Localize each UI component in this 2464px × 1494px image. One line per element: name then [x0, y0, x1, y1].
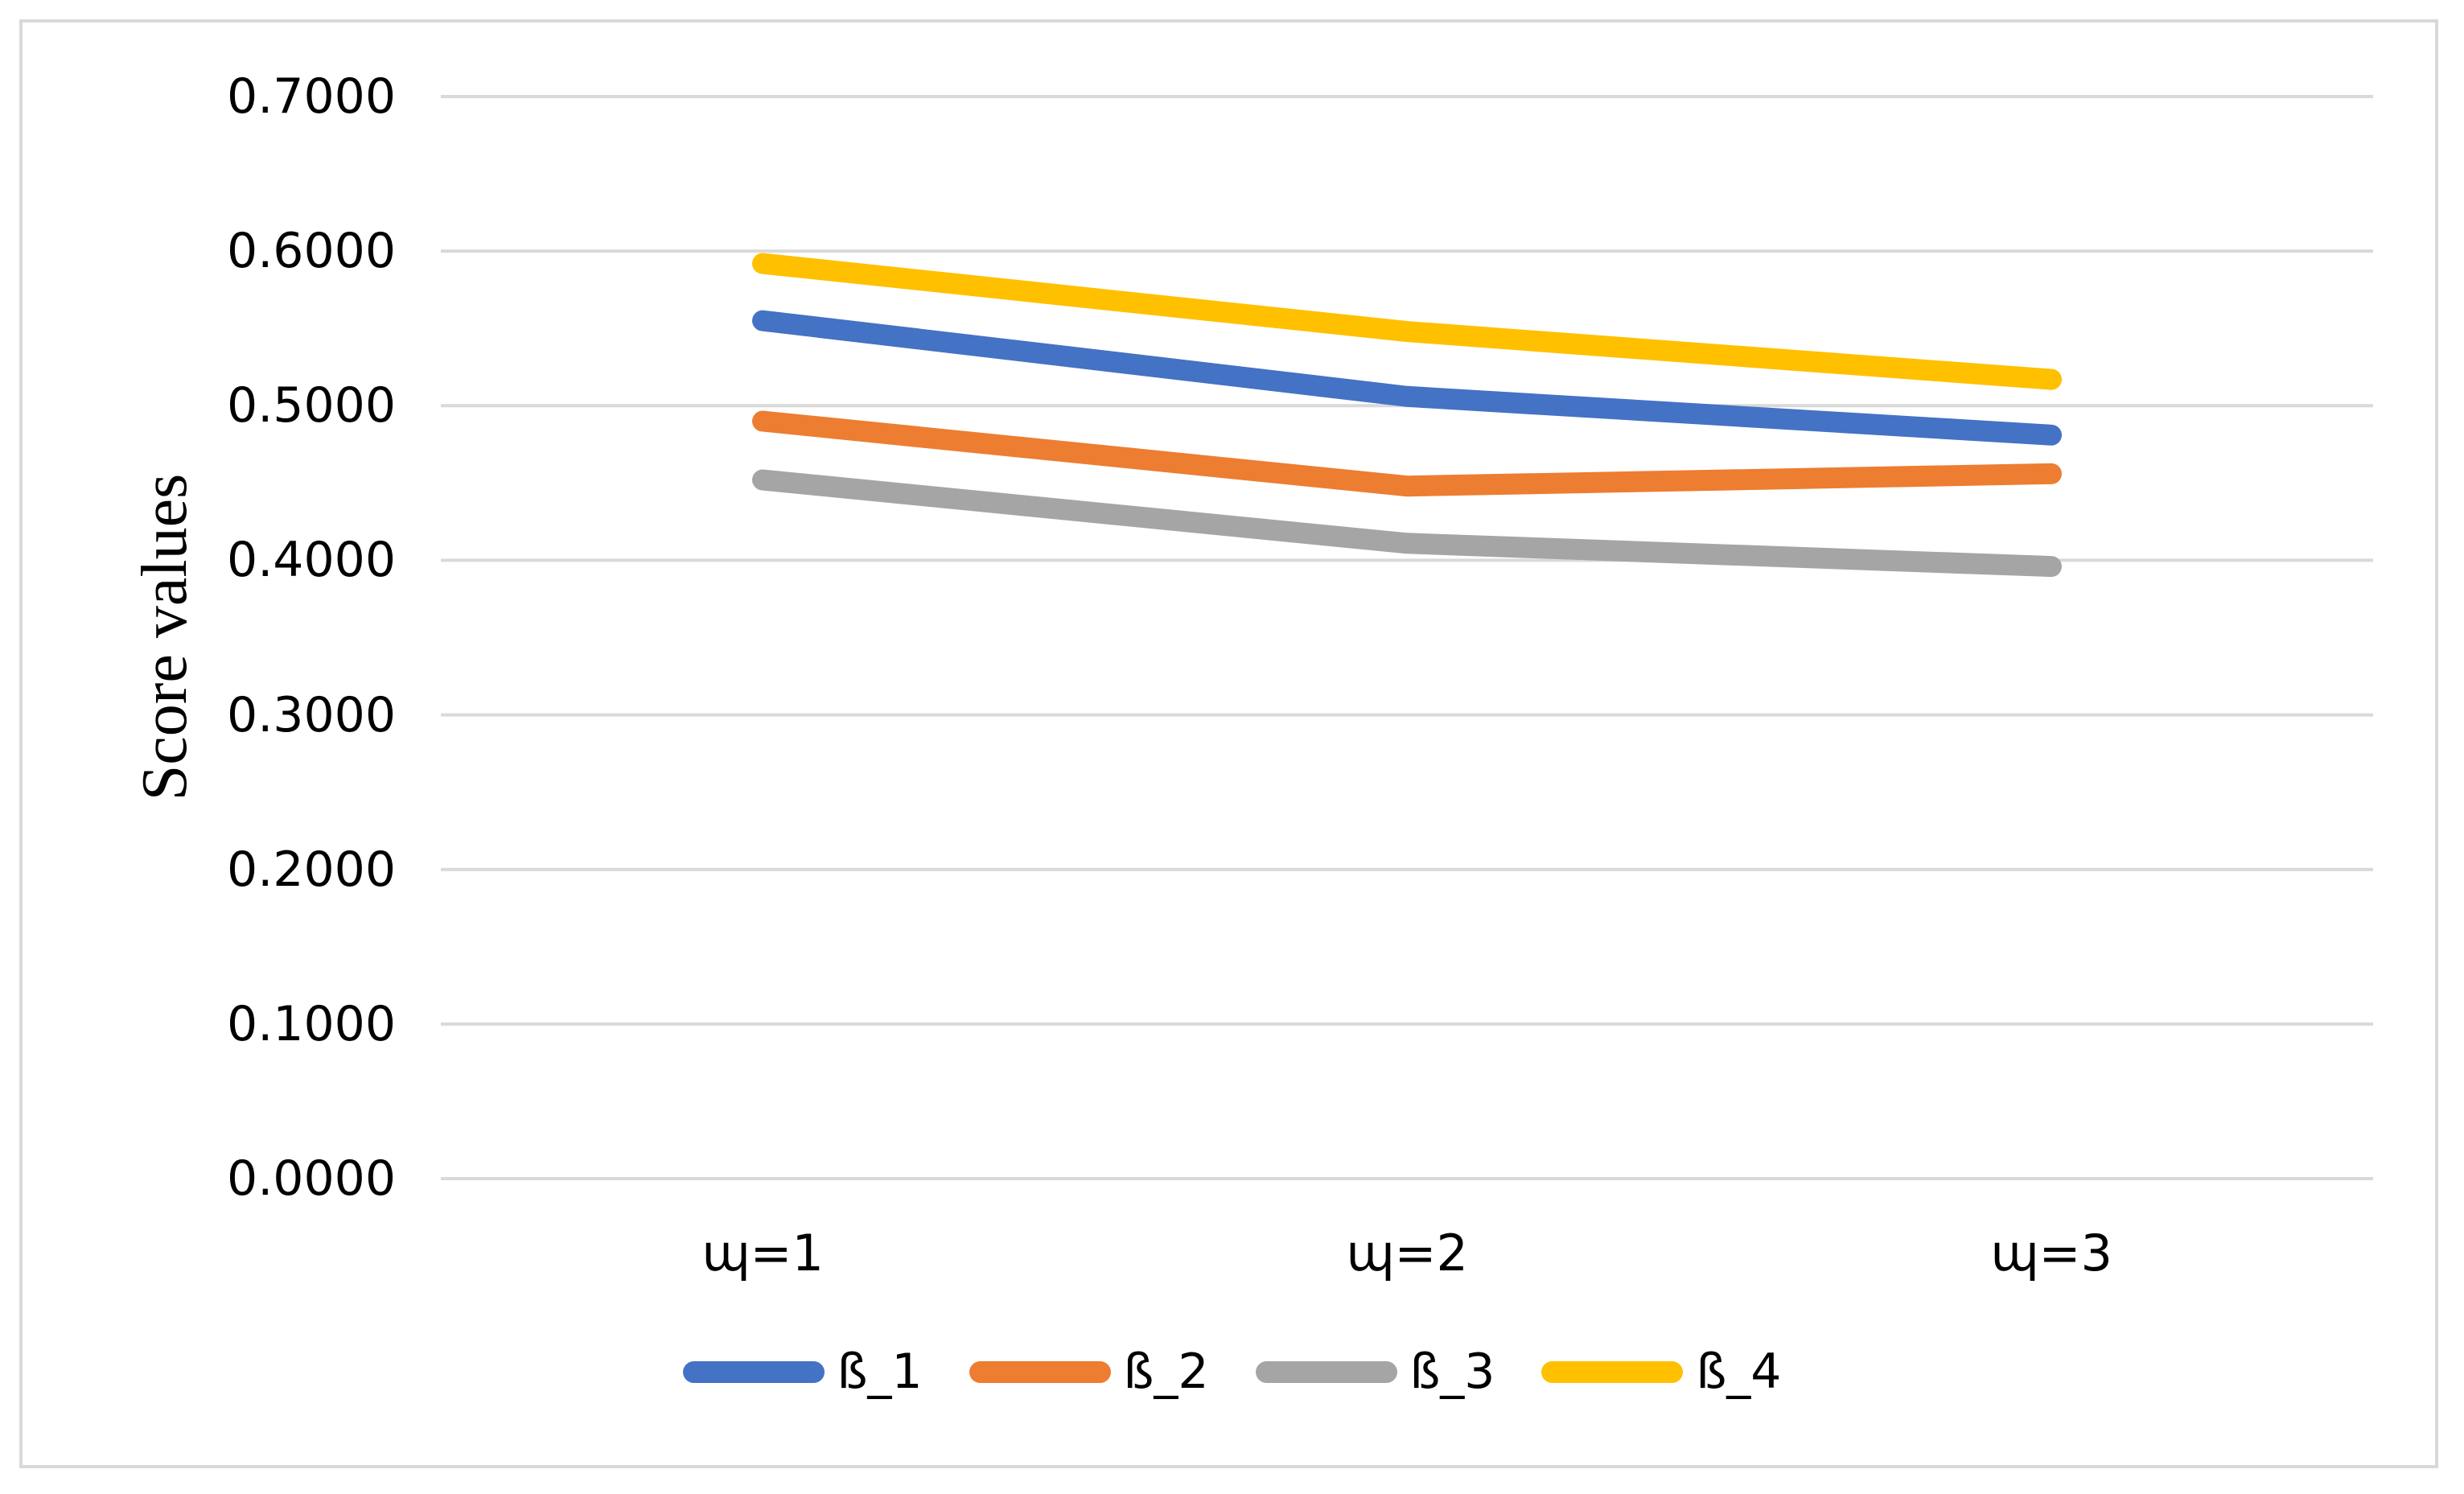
- gridlines: [441, 95, 2373, 1180]
- x-axis-tick-label: ɰ=1: [701, 1224, 824, 1282]
- y-axis-tick-label: 0.1000: [227, 995, 396, 1052]
- legend-item: ß_4: [1541, 1344, 1781, 1400]
- legend-item: ß_2: [969, 1344, 1209, 1400]
- legend-marker: [1255, 1360, 1397, 1383]
- series-line-ß_3: [752, 469, 2062, 578]
- y-axis-tick-label: 0.7000: [227, 68, 396, 125]
- legend-label: ß_4: [1696, 1344, 1782, 1400]
- legend-item: ß_3: [1255, 1344, 1495, 1400]
- y-axis-tick-label: 0.5000: [227, 377, 396, 434]
- legend-label: ß_3: [1409, 1344, 1495, 1400]
- legend-label: ß_1: [837, 1344, 923, 1400]
- y-axis-tick-label: 0.6000: [227, 223, 396, 280]
- x-axis-tick-label: ɰ=3: [1990, 1224, 2112, 1282]
- legend: ß_1 ß_2 ß_3 ß_4: [0, 1331, 2464, 1412]
- legend-marker: [969, 1360, 1111, 1383]
- y-axis-tick-label: 0.0000: [227, 1150, 396, 1207]
- legend-label: ß_2: [1123, 1344, 1209, 1400]
- series-line-ß_2: [752, 410, 2062, 497]
- y-axis-tick-label: 0.3000: [227, 686, 396, 743]
- y-axis-tick-label: 0.4000: [227, 532, 396, 589]
- series-line-ß_4: [752, 253, 2062, 390]
- series-line-ß_1: [752, 310, 2062, 446]
- series-lines: [752, 253, 2062, 578]
- legend-marker: [1541, 1360, 1684, 1383]
- x-axis-tick-label: ɰ=2: [1346, 1224, 1468, 1282]
- legend-item: ß_1: [682, 1344, 923, 1400]
- y-axis-tick-label: 0.2000: [227, 841, 396, 898]
- legend-marker: [682, 1360, 825, 1383]
